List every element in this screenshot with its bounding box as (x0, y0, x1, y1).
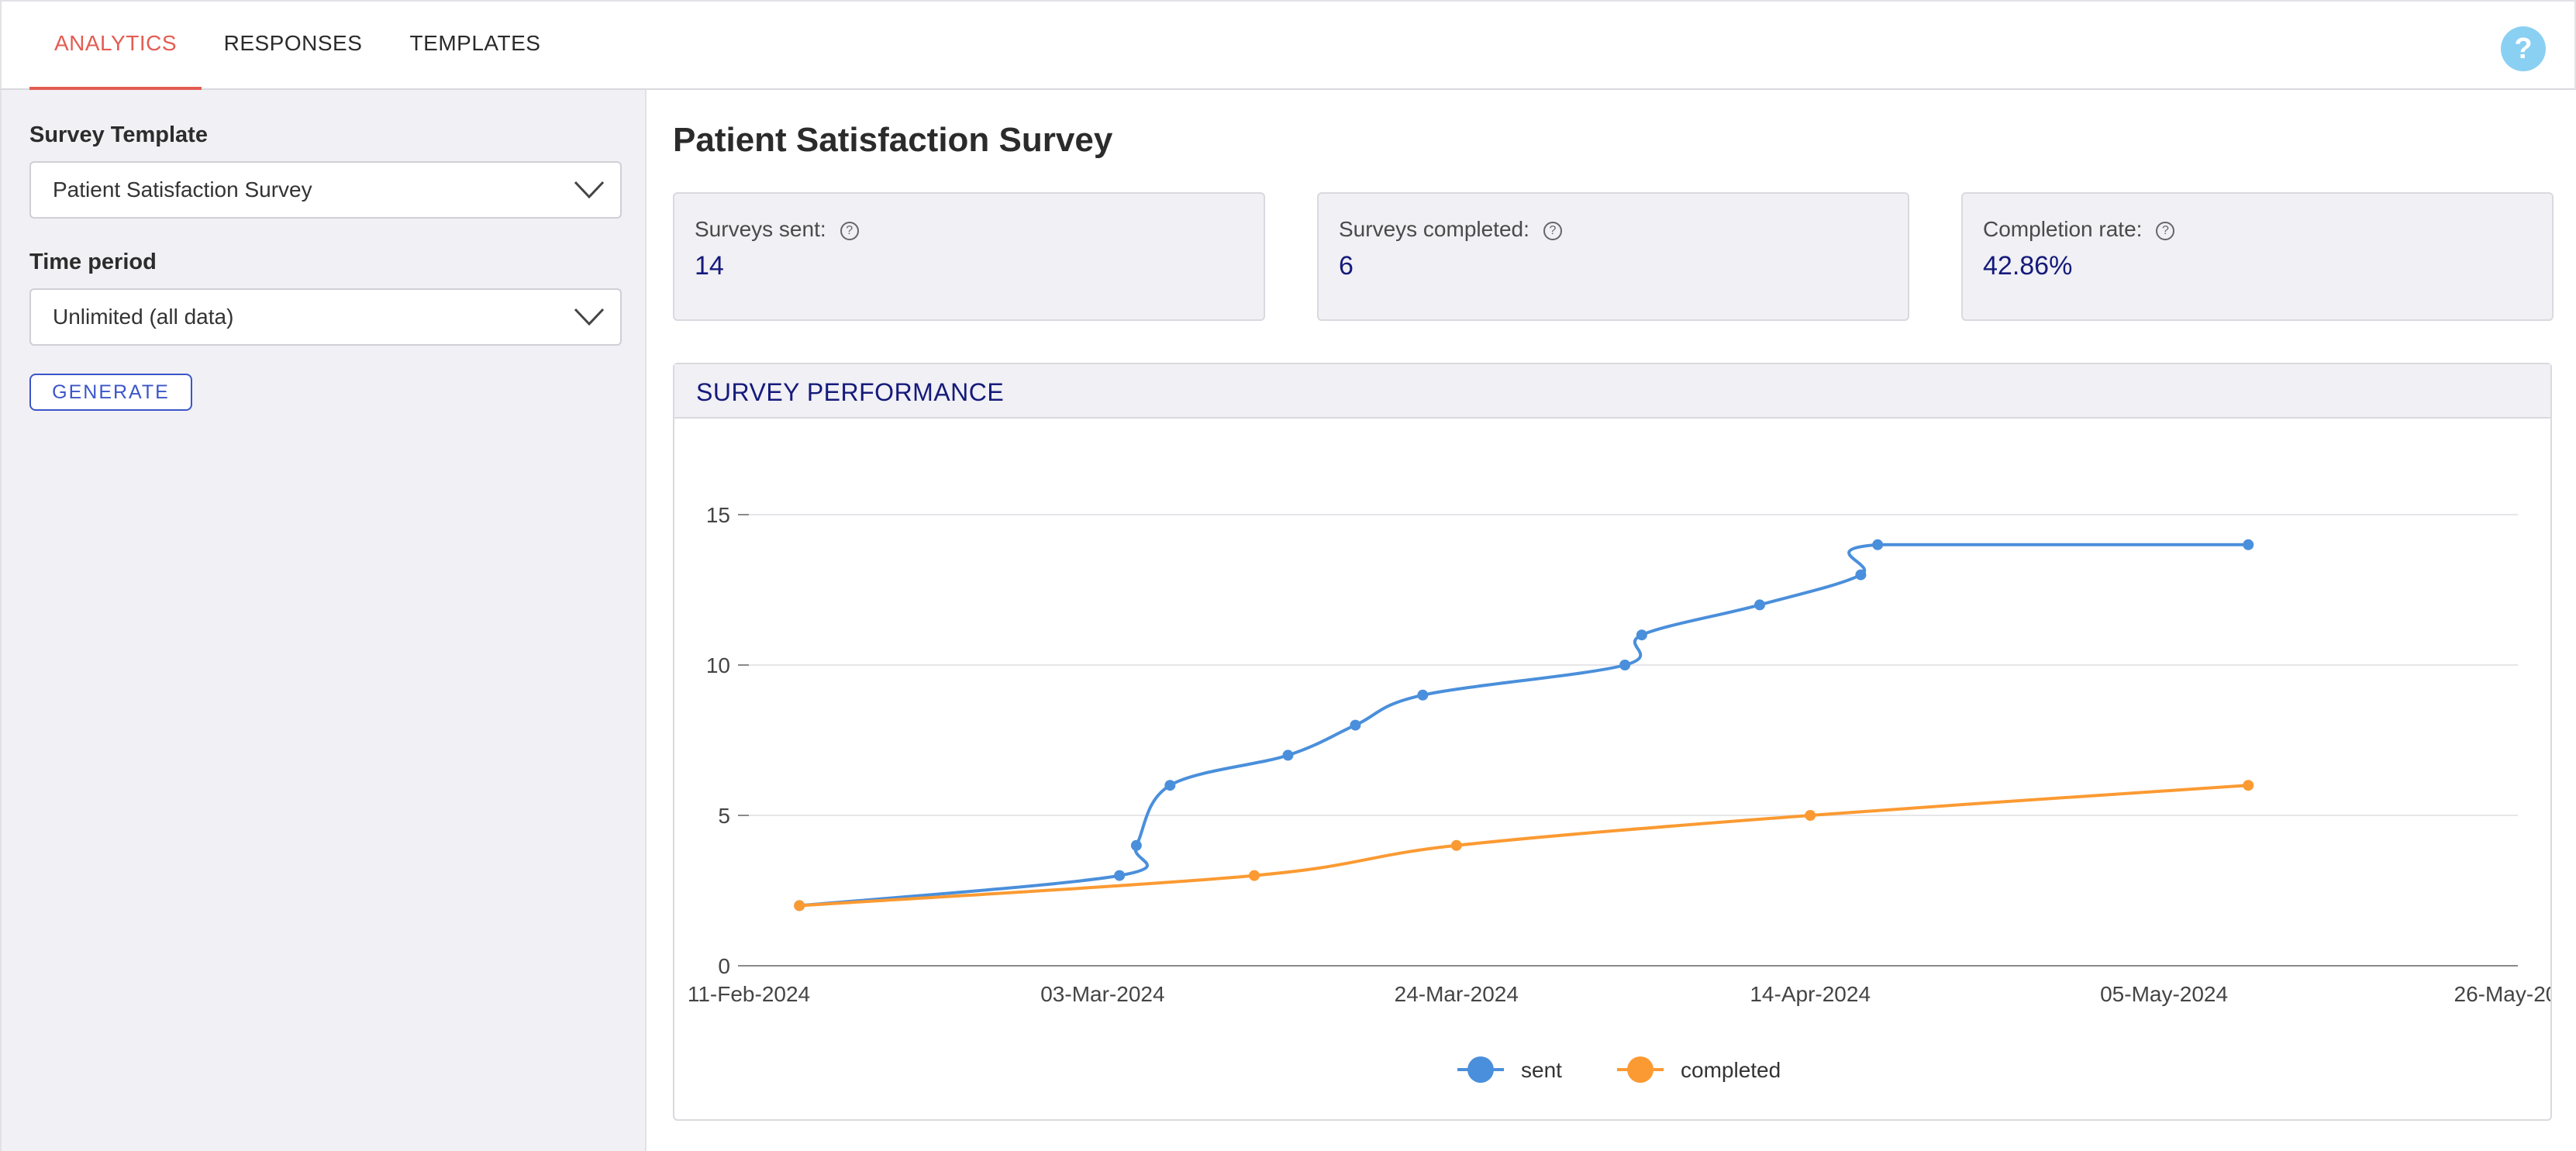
info-icon[interactable]: ? (840, 221, 859, 240)
surveys-completed-label: Surveys completed: (1339, 217, 1529, 241)
x-tick-label: 11-Feb-2024 (688, 982, 810, 1006)
tab-templates[interactable]: TEMPLATES (409, 31, 541, 55)
survey-performance-panel: SURVEY PERFORMANCE 0 5 10 15 11-Feb-2024 03-M… (673, 363, 2552, 1121)
data-point-completed (1805, 810, 1816, 821)
x-tick-label: 24-Mar-2024 (1395, 982, 1519, 1006)
completion-rate-label-row: Completion rate:? (1983, 217, 2175, 242)
y-tick-label: 5 (718, 804, 730, 828)
legend-label-sent: sent (1521, 1058, 1562, 1082)
x-tick-label: 26-May-2024 (2454, 982, 2550, 1006)
info-icon[interactable]: ? (1543, 221, 1562, 240)
survey-performance-title: SURVEY PERFORMANCE (696, 378, 1005, 406)
survey-template-value: Patient Satisfaction Survey (53, 177, 312, 202)
time-period-value: Unlimited (all data) (53, 305, 234, 329)
x-tick-label: 14-Apr-2024 (1750, 982, 1871, 1006)
surveys-completed-value: 6 (1339, 251, 1354, 281)
help-icon[interactable]: ? (2501, 26, 2546, 71)
data-point-sent (1130, 839, 1142, 851)
data-point-sent (2243, 539, 2254, 550)
y-tick-label: 10 (706, 653, 730, 677)
legend-marker-sent (1467, 1056, 1494, 1083)
surveys-sent-card: Surveys sent:? 14 (673, 192, 1265, 321)
x-tick-label: 05-May-2024 (2100, 982, 2228, 1006)
page-title: Patient Satisfaction Survey (673, 121, 1113, 159)
legend-marker-completed (1627, 1056, 1654, 1083)
completion-rate-label: Completion rate: (1983, 217, 2143, 241)
time-period-select[interactable]: Unlimited (all data) (29, 288, 622, 346)
data-point-completed (2243, 780, 2254, 791)
data-point-sent (1855, 569, 1867, 581)
generate-button[interactable]: GENERATE (29, 374, 192, 411)
filter-sidebar: Survey Template Patient Satisfaction Sur… (0, 90, 647, 1151)
series-line-sent (799, 543, 2249, 908)
data-point-completed (794, 900, 805, 911)
surveys-completed-label-row: Surveys completed:? (1339, 217, 1562, 242)
chevron-down-icon (574, 308, 605, 326)
data-point-sent (1350, 719, 1361, 731)
series-line-completed (799, 784, 2249, 908)
data-point-sent (1636, 629, 1647, 641)
survey-performance-chart: 0 5 10 15 11-Feb-2024 03-Mar-2024 24-Mar-2024 1… (688, 503, 2550, 1083)
survey-performance-header: SURVEY PERFORMANCE (674, 364, 2550, 419)
x-tick-label: 03-Mar-2024 (1040, 982, 1164, 1006)
survey-template-select[interactable]: Patient Satisfaction Survey (29, 161, 622, 219)
data-point-sent (1164, 780, 1176, 791)
surveys-sent-value: 14 (695, 251, 724, 281)
legend-label-completed: completed (1681, 1058, 1781, 1082)
surveys-sent-label: Surveys sent: (695, 217, 826, 241)
tab-responses[interactable]: RESPONSES (223, 31, 363, 55)
data-point-sent (1114, 870, 1126, 881)
y-tick-label: 0 (718, 954, 730, 978)
data-point-completed (1249, 870, 1260, 881)
data-point-sent (1619, 660, 1631, 670)
chevron-down-icon (574, 181, 605, 199)
data-point-sent (1754, 599, 1765, 611)
data-point-sent (1282, 750, 1294, 761)
completion-rate-card: Completion rate:? 42.86% (1961, 192, 2554, 321)
info-icon[interactable]: ? (2156, 221, 2175, 240)
data-point-sent (1872, 539, 1884, 550)
survey-template-label: Survey Template (29, 122, 208, 147)
data-point-sent (1417, 689, 1429, 701)
top-navigation: ANALYTICS RESPONSES TEMPLATES ? (0, 0, 2576, 90)
data-point-completed (1450, 839, 1462, 851)
y-tick-label: 15 (706, 503, 730, 527)
surveys-sent-label-row: Surveys sent:? (695, 217, 859, 242)
completion-rate-value: 42.86% (1983, 251, 2073, 281)
time-period-label: Time period (29, 250, 157, 274)
surveys-completed-card: Surveys completed:? 6 (1317, 192, 1909, 321)
tab-analytics[interactable]: ANALYTICS (29, 2, 202, 90)
